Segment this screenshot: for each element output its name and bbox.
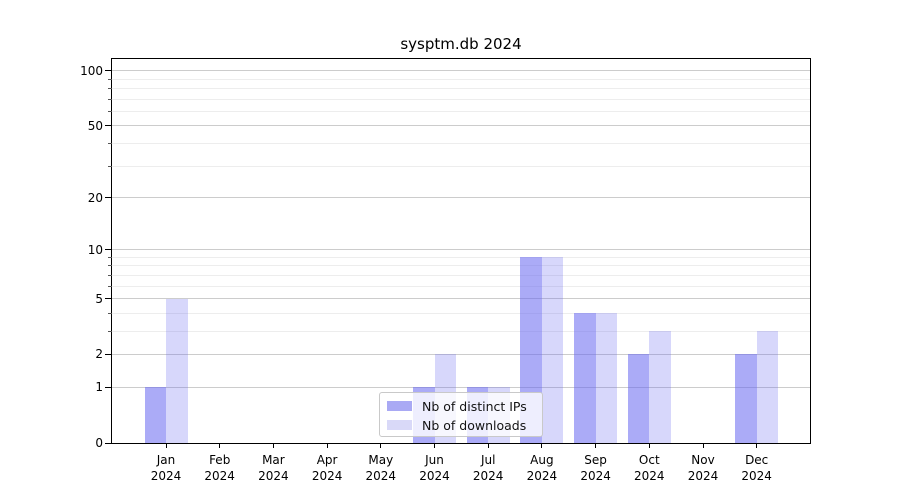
gridline-minor	[112, 111, 810, 113]
bar-distinct-ips-sep	[574, 313, 596, 443]
gridline-minor	[112, 312, 810, 314]
legend-item-distinct-ips: Nb of distinct IPs	[387, 397, 542, 415]
legend-item-downloads: Nb of downloads	[387, 416, 542, 434]
x-tick-mark	[541, 444, 543, 448]
gridline-minor	[112, 78, 810, 80]
y-tick-label: 1	[95, 380, 103, 395]
gridline-major	[112, 197, 810, 198]
bar-distinct-ips-jan	[144, 387, 166, 443]
gridline-minor	[112, 285, 810, 287]
gridline-minor	[112, 274, 810, 276]
chart-title: sysptm.db 2024	[400, 35, 522, 53]
y-tick-minor	[108, 285, 112, 287]
legend-swatch-downloads	[387, 420, 412, 430]
y-tick-mark	[105, 298, 112, 300]
y-tick-mark	[105, 70, 112, 72]
y-tick-minor	[108, 143, 112, 145]
plot-area	[111, 58, 811, 444]
x-tick-label-dec: Dec 2024	[741, 453, 772, 483]
x-tick-mark	[434, 444, 435, 448]
x-tick-mark	[219, 444, 221, 448]
y-tick-label: 100	[80, 63, 103, 78]
x-tick-label-jun: Jun 2024	[419, 453, 450, 483]
y-tick-minor	[108, 265, 112, 267]
x-tick-mark	[380, 444, 382, 448]
y-tick-label: 10	[87, 242, 103, 257]
gridline-minor	[112, 143, 810, 145]
x-tick-label-nov: Nov 2024	[687, 453, 719, 483]
y-tick-label: 5	[95, 291, 103, 306]
bar-downloads-aug	[541, 257, 564, 443]
x-tick-mark	[702, 444, 704, 448]
x-tick-label-jul: Jul 2024	[472, 453, 504, 483]
x-tick-mark	[326, 444, 328, 448]
bar-distinct-ips-dec	[735, 354, 757, 443]
gridline-major	[112, 249, 810, 251]
y-tick-mark	[105, 125, 112, 127]
y-tick-minor	[108, 330, 112, 332]
legend-label-downloads: Nb of downloads	[422, 417, 527, 433]
y-tick-mark	[105, 353, 112, 355]
gridline-minor	[112, 98, 810, 100]
legend: Nb of distinct IPs Nb of downloads	[379, 392, 543, 437]
x-tick-label-feb: Feb 2024	[204, 453, 235, 483]
x-tick-label-oct: Oct 2024	[634, 453, 665, 483]
x-tick-label-mar: Mar 2024	[258, 453, 289, 483]
y-tick-label: 2	[95, 347, 103, 362]
y-tick-minor	[108, 98, 112, 100]
gridline-major	[112, 353, 810, 355]
bar-downloads-dec	[756, 331, 779, 443]
gridline-minor	[112, 256, 810, 258]
legend-label-distinct-ips: Nb of distinct IPs	[422, 398, 527, 414]
x-tick-mark	[165, 444, 167, 448]
y-tick-mark	[105, 386, 112, 388]
gridline-minor	[112, 88, 810, 90]
y-tick-label: 0	[95, 436, 103, 450]
y-tick-mark	[105, 197, 112, 198]
x-tick-label-apr: Apr 2024	[311, 453, 343, 483]
x-tick-label-jan: Jan 2024	[150, 453, 182, 483]
x-tick-mark	[272, 444, 274, 448]
y-tick-minor	[108, 78, 112, 80]
x-tick-mark	[487, 444, 489, 448]
bar-downloads-jan	[166, 298, 188, 443]
y-tick-label: 50	[87, 118, 103, 133]
x-tick-label-may: May 2024	[365, 453, 397, 483]
y-tick-minor	[108, 111, 112, 113]
gridline-major	[112, 386, 810, 388]
gridline-minor	[112, 265, 810, 267]
y-tick-minor	[108, 274, 112, 276]
y-tick-mark	[105, 249, 112, 251]
x-tick-label-aug: Aug 2024	[526, 453, 558, 483]
y-tick-label: 20	[87, 190, 103, 205]
y-tick-minor	[108, 312, 112, 314]
y-tick-minor	[108, 165, 112, 167]
bar-downloads-sep	[595, 313, 618, 443]
bar-distinct-ips-oct	[627, 354, 650, 443]
bar-downloads-oct	[649, 331, 671, 443]
y-tick-minor	[108, 256, 112, 258]
y-tick-mark	[105, 442, 112, 444]
gridline-minor	[112, 165, 810, 167]
x-tick-mark	[648, 444, 650, 448]
legend-swatch-distinct-ips	[387, 401, 412, 411]
gridline-major	[112, 125, 810, 127]
y-tick-minor	[108, 88, 112, 90]
gridline-major	[112, 70, 810, 72]
gridline-minor	[112, 330, 810, 332]
x-tick-mark	[756, 444, 758, 448]
x-tick-label-sep: Sep 2024	[580, 453, 611, 483]
x-tick-mark	[595, 444, 597, 448]
gridline-major	[112, 298, 810, 300]
